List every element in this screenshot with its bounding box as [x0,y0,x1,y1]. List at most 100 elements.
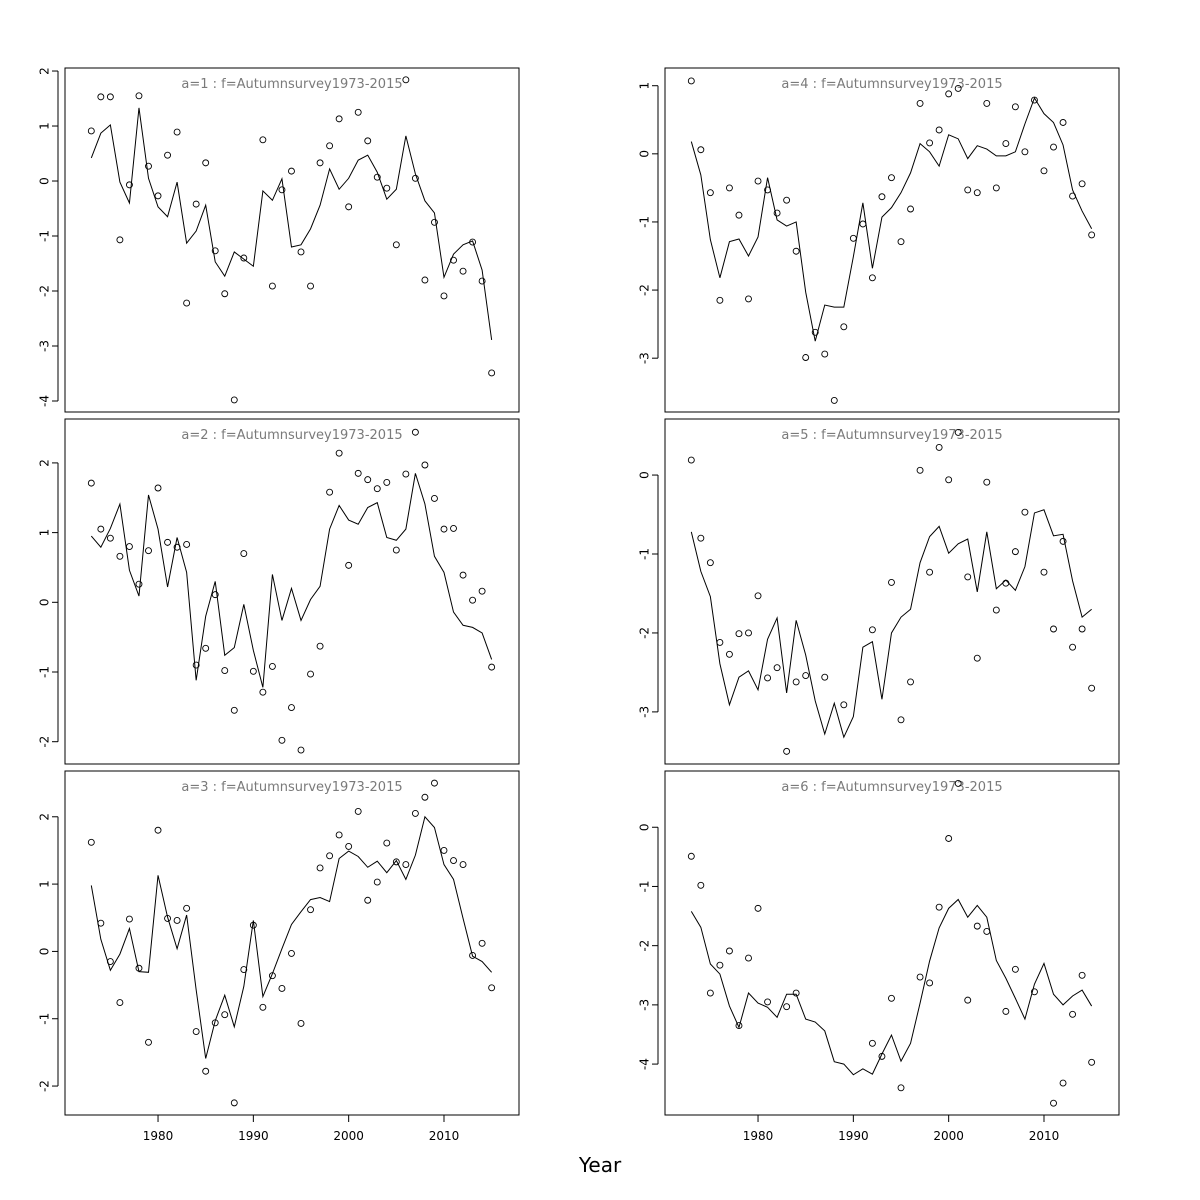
data-point [488,663,496,671]
data-point [116,552,124,560]
data-point [145,1038,152,1046]
data-point [821,350,829,358]
data-point [706,189,714,197]
data-point [745,629,752,637]
fitted-line [90,815,493,1059]
data-point [687,852,695,860]
data-point [792,989,800,997]
data-point [326,852,334,860]
data-point [307,670,314,678]
x-tick-label: 1990 [238,1129,269,1143]
data-point [402,76,410,84]
data-point [326,488,334,496]
data-point [440,846,448,854]
data-point [935,126,943,134]
data-point [792,247,800,255]
data-point [725,184,733,192]
data-point [125,181,133,189]
data-point [173,128,181,136]
data-point [392,546,400,554]
data-point [307,282,314,290]
data-point [716,638,724,646]
y-tick-label: 0 [638,823,652,831]
data-point [240,966,248,974]
data-point [783,1003,791,1011]
data-point [135,92,143,100]
data-point [478,587,486,595]
panel-title: a=4 : f=Autumnsurvey1973-2015 [781,77,1002,92]
y-tick-label: 0 [38,177,52,185]
y-tick-label: -3 [638,999,652,1011]
data-point [1050,625,1057,633]
data-point [1069,1010,1077,1018]
y-tick-label: 1 [38,122,52,130]
data-point [1069,643,1077,651]
data-point [335,115,343,123]
data-point [288,704,295,711]
data-point [440,292,448,300]
y-tick-label: -1 [638,880,652,892]
data-point [783,747,791,755]
y-tick-label: 0 [38,948,52,956]
data-point [926,568,934,576]
data-point [983,928,991,935]
data-point [1088,684,1096,692]
data-point [1088,231,1096,239]
data-point [383,839,391,847]
data-point [859,220,867,228]
data-point [992,606,1000,614]
data-point [802,672,810,680]
data-point [259,136,267,144]
data-point [1078,180,1086,188]
data-point [907,678,914,686]
data-point [335,831,343,839]
data-point [697,534,705,542]
data-point [897,238,905,246]
y-tick-label: -1 [38,230,52,242]
data-point [725,947,733,955]
data-point [154,484,162,492]
data-point [488,369,496,377]
data-point [364,137,372,145]
x-tick-label: 2000 [933,1129,964,1143]
data-point [1059,1079,1067,1087]
data-point [230,1099,238,1107]
data-point [983,99,991,107]
x-tick-label: 2010 [429,1129,460,1143]
data-point [297,746,305,754]
data-point [183,904,191,912]
data-point [116,236,124,244]
data-point [192,661,200,669]
x-tick-label: 2010 [1029,1129,1060,1143]
fitted-line [690,509,1092,739]
data-point [211,247,219,255]
data-point [364,476,372,484]
data-point [278,984,286,992]
data-point [840,323,848,331]
fitted-line [90,107,493,341]
data-point [202,644,210,652]
data-point [392,241,400,249]
data-point [1021,508,1029,516]
data-point [106,534,114,542]
data-point [421,276,429,284]
data-point [907,205,914,213]
data-point [125,915,133,923]
data-point [945,476,953,484]
data-point [792,678,800,686]
data-point [1002,579,1010,587]
data-point [1011,103,1019,111]
data-point [935,443,943,451]
data-point [87,127,95,135]
data-point [1088,1058,1096,1066]
data-point [916,973,924,981]
y-tick-label: 0 [38,598,52,606]
data-point [773,664,781,672]
data-point [888,174,895,182]
data-point [135,580,143,588]
data-point [402,470,410,478]
y-tick-label: 1 [38,880,52,888]
data-point [278,186,286,194]
data-point [954,428,962,436]
